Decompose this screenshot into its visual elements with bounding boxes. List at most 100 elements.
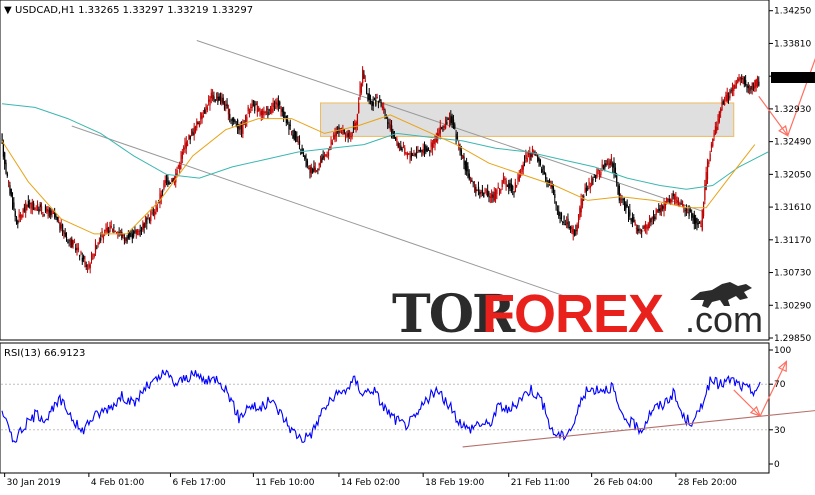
candle-body: [23, 209, 24, 212]
chart-menu-glyph[interactable]: ▼: [4, 5, 12, 16]
candle-body: [399, 147, 400, 149]
candle-body: [258, 108, 259, 110]
candle-body: [540, 160, 541, 165]
candle-body: [208, 100, 209, 102]
candle-body: [180, 155, 181, 164]
candle-body: [19, 214, 20, 217]
candle-body: [83, 256, 84, 259]
price-tick-label: 1.30730: [774, 269, 811, 279]
candle-body: [429, 150, 430, 151]
candle-body: [604, 163, 605, 168]
candle-body: [294, 130, 295, 140]
candle-body: [739, 78, 740, 81]
candle-body: [334, 133, 335, 139]
candle-body: [629, 210, 630, 216]
candle-body: [152, 212, 153, 214]
candle-body: [206, 106, 207, 109]
time-tick-label: 11 Feb 10:00: [255, 478, 314, 488]
candle-body: [250, 107, 251, 108]
candle-body: [619, 186, 620, 200]
candle-body: [327, 156, 328, 157]
candle-body: [469, 174, 470, 180]
candle-body: [591, 178, 592, 186]
candle-body: [292, 135, 293, 138]
candle-body: [665, 204, 666, 209]
candle-body: [271, 109, 272, 113]
candle-body: [328, 152, 329, 156]
candle-body: [375, 100, 376, 106]
candle-body: [633, 217, 634, 222]
candle-body: [431, 142, 432, 147]
time-tick-label: 14 Feb 02:00: [341, 478, 400, 488]
candle-body: [503, 178, 504, 180]
candle-body: [689, 208, 690, 216]
candle-body: [95, 244, 96, 253]
candle-body: [361, 84, 362, 93]
candle-body: [202, 116, 203, 119]
candle-body: [286, 116, 287, 123]
candle-body: [59, 223, 60, 230]
candle-body: [494, 192, 495, 201]
candle-body: [467, 166, 468, 176]
candle-body: [670, 200, 671, 202]
candle-body: [552, 185, 553, 188]
candle-body: [88, 264, 89, 267]
candle-body: [675, 197, 676, 201]
candle-body: [648, 223, 649, 228]
candle-body: [283, 111, 284, 118]
candle-body: [67, 242, 68, 243]
candle-body: [27, 205, 28, 206]
candle-body: [454, 124, 455, 128]
candle-body: [45, 207, 46, 211]
candle-body: [433, 139, 434, 144]
candle-body: [462, 155, 463, 158]
candle-body: [542, 165, 543, 169]
candle-body: [200, 113, 201, 119]
candle-body: [724, 103, 725, 106]
candle-body: [682, 201, 683, 205]
candle-body: [91, 254, 92, 259]
candle-body: [30, 203, 31, 208]
candle-body: [55, 216, 56, 218]
candle-body: [352, 132, 353, 136]
candle-body: [344, 129, 345, 133]
candle-body: [307, 161, 308, 166]
candle-body: [465, 161, 466, 170]
candle-body: [111, 226, 112, 227]
candle-body: [508, 183, 509, 188]
candle-body: [411, 153, 412, 157]
price-tick-label: 1.32490: [774, 138, 811, 148]
candle-body: [627, 205, 628, 207]
candle-body: [53, 213, 54, 214]
candle-body: [150, 216, 151, 221]
candle-body: [695, 218, 696, 223]
rsi-arrow-up-head: [779, 361, 787, 371]
candle-body: [155, 206, 156, 210]
candle-body: [15, 211, 16, 217]
candle-body: [660, 208, 661, 212]
candle-body: [17, 221, 18, 224]
candle-body: [523, 164, 524, 169]
candle-body: [32, 202, 33, 210]
candle-body: [500, 190, 501, 191]
candle-body: [445, 120, 446, 128]
candle-body: [623, 199, 624, 200]
candle-body: [254, 105, 255, 111]
candle-body: [148, 215, 149, 217]
candle-body: [506, 180, 507, 186]
candle-body: [308, 168, 309, 169]
candle-body: [219, 96, 220, 100]
candle-body: [512, 186, 513, 190]
candle-body: [719, 112, 720, 123]
candle-body: [590, 186, 591, 188]
candle-body: [104, 230, 105, 231]
candle-body: [86, 265, 87, 267]
candle-body: [78, 248, 79, 251]
candle-body: [641, 230, 642, 232]
candle-body: [128, 234, 129, 238]
price-tick-label: 1.32050: [774, 170, 811, 180]
candle-body: [134, 231, 135, 232]
candle-body: [277, 103, 278, 107]
time-tick-label: 28 Feb 20:00: [678, 478, 737, 488]
